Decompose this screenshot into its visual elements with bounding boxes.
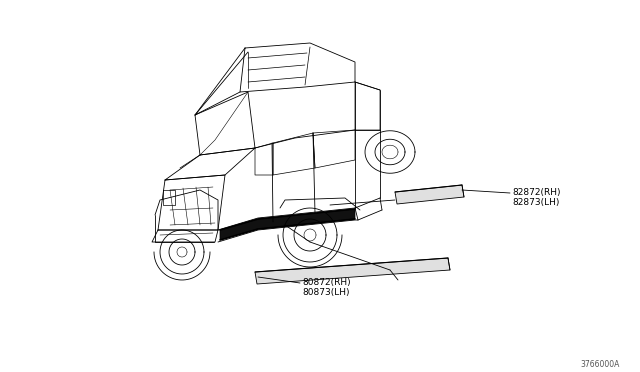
Text: 82873(LH): 82873(LH) [512, 198, 559, 207]
Polygon shape [255, 258, 450, 284]
Text: 82872(RH): 82872(RH) [512, 188, 561, 197]
Text: 3766000A: 3766000A [580, 360, 620, 369]
Text: 80873(LH): 80873(LH) [302, 288, 349, 297]
Polygon shape [220, 209, 355, 240]
Text: 80872(RH): 80872(RH) [302, 278, 351, 287]
Polygon shape [395, 185, 464, 204]
